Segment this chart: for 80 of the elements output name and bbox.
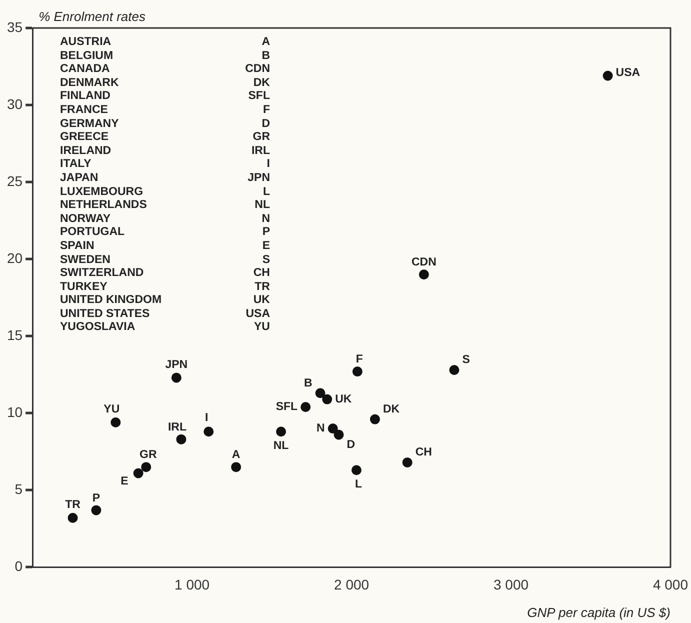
text: BELGIUM B (60, 50, 270, 62)
y-tick-label: 35 (6, 18, 23, 35)
point (276, 426, 286, 437)
y-tick-label: 10 (6, 404, 23, 420)
point (602, 70, 613, 81)
y-tick-label: 25 (6, 172, 23, 189)
x-tick-label: 2 000 (334, 576, 370, 592)
annotation: B (304, 377, 312, 390)
text: IRELAND IRL (60, 144, 270, 157)
annotation: F (356, 354, 363, 366)
text: CANADA CDN (60, 63, 270, 76)
text: GERMANY D (60, 118, 270, 130)
annotation: CH (415, 446, 432, 459)
annotation: DK (382, 403, 400, 416)
text: LUXEMBOURG L (60, 186, 270, 198)
text: FRANCE F (60, 104, 270, 116)
y-axis-title: % Enrolment rates (38, 9, 146, 24)
annotation: E (120, 475, 129, 488)
text: YUGOSLAVIA YU (60, 321, 270, 334)
text: ITALY I (60, 158, 270, 170)
y-tick-label: 0 (14, 558, 23, 574)
point (328, 424, 338, 434)
text: UNITED STATES USA (60, 308, 270, 320)
text: PORTUGAL P (60, 226, 270, 238)
y-tick-label: 15 (6, 326, 23, 343)
text: SWITZERLAND CH (60, 267, 270, 280)
annotation: L (354, 478, 362, 490)
point (418, 269, 429, 280)
point (231, 462, 242, 472)
y-tick-label: 5 (14, 481, 23, 498)
y-tick-label: 20 (6, 250, 23, 266)
point (351, 465, 362, 476)
text: NORWAY N (60, 212, 270, 225)
annotation: I (205, 412, 208, 424)
y-tick-label: 30 (6, 96, 23, 112)
annotation: CDN (411, 256, 436, 269)
text: SPAIN E (60, 240, 270, 252)
point (449, 365, 460, 376)
text: FINLAND SFL (60, 90, 270, 102)
point (315, 388, 326, 398)
point (141, 462, 152, 472)
point (322, 394, 332, 404)
text: GREECE GR (60, 131, 270, 144)
point (334, 430, 344, 440)
point (68, 512, 78, 523)
annotation: S (462, 354, 470, 366)
annotation: UK (335, 393, 352, 406)
point (91, 505, 102, 516)
annotation: IRL (168, 422, 186, 434)
annotation: GR (139, 449, 158, 462)
text: NETHERLANDS NL (60, 199, 270, 212)
annotation: YU (104, 404, 120, 416)
text: TURKEY TR (60, 280, 270, 293)
point (352, 366, 362, 377)
x-tick-label: 1 000 (174, 576, 210, 592)
annotation: NL (273, 440, 289, 452)
x-tick-label: 3 000 (493, 576, 529, 592)
annotation: SFL (276, 401, 298, 414)
point (171, 372, 182, 383)
text: UNITED KINGDOM UK (60, 294, 270, 306)
annotation: USA (616, 66, 640, 79)
text: AUSTRIA A (60, 36, 270, 48)
x-tick-label: 4 000 (652, 576, 688, 592)
point (402, 457, 412, 468)
annotation: P (92, 492, 100, 504)
annotation: JPN (165, 358, 188, 371)
point (204, 426, 214, 437)
point (300, 402, 311, 412)
text: JAPAN JPN (60, 172, 270, 184)
text: DENMARK DK (60, 76, 270, 89)
point (133, 468, 144, 478)
point (176, 434, 186, 444)
annotation: TR (65, 499, 82, 512)
text: SWEDEN S (60, 254, 270, 266)
annotation: N (316, 422, 325, 435)
annotation: A (232, 449, 240, 462)
annotation: D (346, 438, 356, 451)
x-axis-title: GNP per capita (in US $) (527, 605, 670, 620)
point (370, 414, 380, 424)
point (110, 417, 121, 428)
